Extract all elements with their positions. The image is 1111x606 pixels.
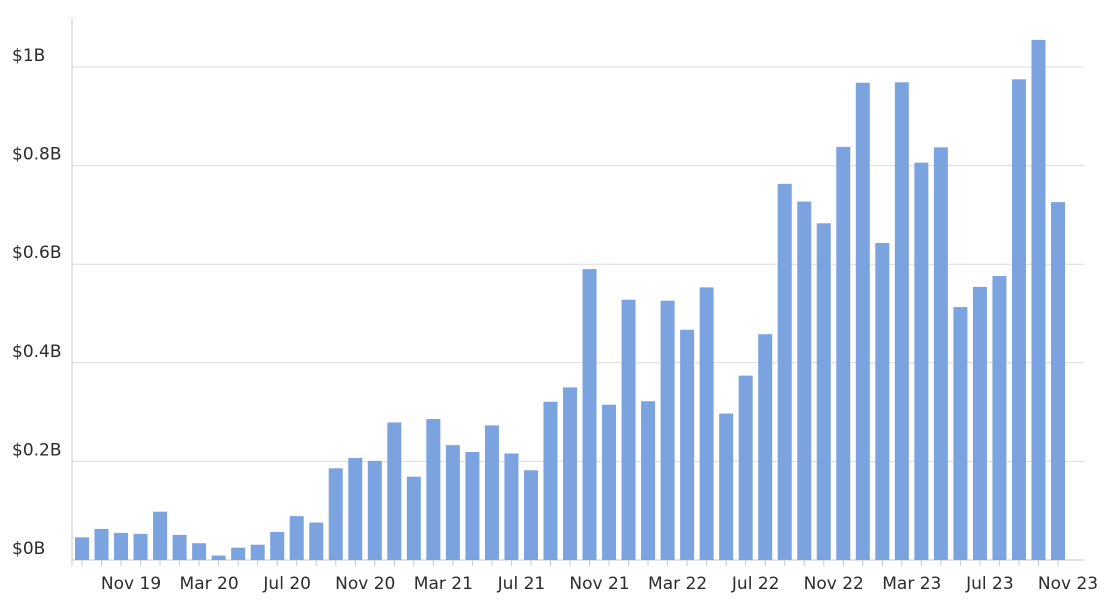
bar: [719, 413, 734, 560]
bar: [445, 445, 460, 560]
x-tick-label: Jul 20: [262, 574, 311, 594]
y-tick-label: $0B: [12, 539, 45, 559]
bar: [484, 425, 499, 560]
bar: [133, 533, 148, 560]
bar: [777, 183, 792, 560]
bar: [621, 299, 636, 560]
x-tick-label: Mar 20: [180, 574, 239, 594]
bar: [172, 534, 187, 560]
bar: [563, 387, 577, 560]
bar: [270, 531, 285, 560]
y-tick-label: $0.6B: [12, 243, 62, 263]
bar: [602, 404, 617, 560]
bar: [192, 543, 207, 560]
bar: [523, 470, 538, 560]
bar: [1051, 202, 1065, 560]
bar: [992, 276, 1007, 560]
bar: [933, 147, 948, 560]
x-tick-label: Nov 19: [101, 574, 161, 594]
y-tick-label: $0.2B: [12, 440, 62, 460]
x-tick-label: Jul 23: [965, 574, 1014, 594]
bar: [231, 547, 246, 560]
bar: [797, 201, 812, 561]
bar: [543, 401, 558, 560]
bar: [641, 401, 656, 560]
bar: [582, 269, 597, 560]
bar: [406, 476, 421, 560]
x-tick-label: Nov 20: [335, 574, 395, 594]
bar: [914, 162, 929, 560]
bar: [1011, 79, 1026, 560]
x-tick-labels: Nov 19 Mar 20 Jul 20 Nov 20 Mar 21 Jul 21 Nov …: [101, 574, 1098, 594]
x-tick-label: Jul 21: [497, 574, 546, 594]
bar: [114, 532, 129, 560]
bar: [953, 307, 968, 560]
bar: [680, 329, 695, 560]
gridlines: [72, 66, 1084, 462]
bar: [75, 537, 89, 560]
bar: [367, 460, 382, 560]
y-tick-label: $1B: [12, 46, 45, 66]
bar: [1031, 39, 1046, 560]
bars: [75, 39, 1065, 561]
bar: [816, 223, 831, 560]
bar: [738, 375, 753, 560]
bar: [836, 146, 851, 560]
bar: [250, 544, 265, 560]
bar: [309, 522, 324, 560]
bar: [348, 457, 363, 560]
x-tick-label: Nov 23: [1038, 574, 1098, 594]
bar: [758, 334, 773, 560]
bar: [699, 287, 714, 560]
bar: [875, 243, 890, 560]
bar: [426, 419, 441, 560]
bar: [855, 82, 870, 560]
x-tick-label: Mar 22: [648, 574, 707, 594]
bar: [894, 82, 909, 561]
bar: [153, 511, 168, 560]
x-tick-label: Nov 22: [804, 574, 864, 594]
y-tick-label: $0.4B: [12, 342, 62, 362]
bar: [211, 555, 226, 560]
bar: [289, 516, 304, 560]
x-tick-label: Jul 22: [731, 574, 780, 594]
bar: [660, 300, 675, 560]
bar: [972, 286, 987, 560]
y-tick-labels: $0B $0.2B $0.4B $0.6B $0.8B $1B: [12, 46, 62, 559]
bar: [387, 422, 402, 560]
bar: [504, 453, 519, 560]
bar: [465, 452, 480, 560]
bar: [328, 468, 343, 560]
axes: [71, 18, 1084, 566]
x-tick-label: Mar 23: [882, 574, 941, 594]
x-tick-label: Mar 21: [414, 574, 473, 594]
bar: [94, 528, 109, 560]
y-tick-label: $0.8B: [12, 145, 62, 165]
x-tick-label: Nov 21: [569, 574, 629, 594]
